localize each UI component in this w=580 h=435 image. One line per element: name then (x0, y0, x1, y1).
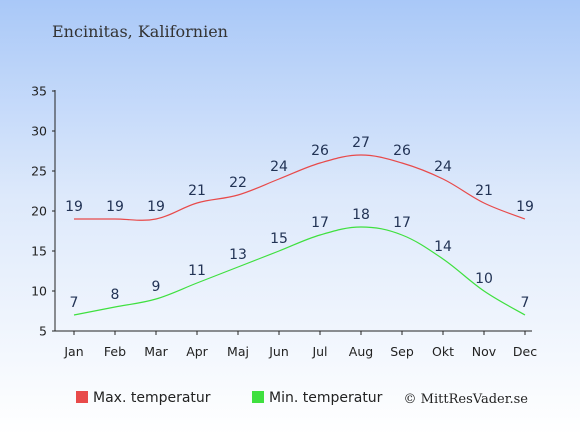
y-tick-label: 20 (31, 204, 47, 219)
x-tick-label: Jul (311, 344, 327, 359)
data-label: 18 (352, 207, 370, 223)
x-tick-label: Nov (472, 344, 497, 359)
chart-title: Encinitas, Kalifornien (52, 22, 228, 41)
data-label: 24 (270, 159, 288, 175)
data-label: 19 (147, 199, 165, 215)
y-tick-label: 15 (31, 244, 47, 259)
x-tick-label: Dec (513, 344, 537, 359)
data-label: 21 (188, 183, 206, 199)
x-tick-label: Maj (227, 344, 249, 359)
y-tick-label: 35 (31, 84, 47, 99)
data-label: 19 (106, 199, 124, 215)
x-tick-label: Sep (390, 344, 414, 359)
data-label: 13 (229, 247, 247, 263)
axes: 5 10 15 20 25 30 35 Jan Feb Mar Apr Maj Jun Jul Aug Sep… (31, 84, 537, 360)
data-label: 7 (70, 295, 79, 311)
x-tick-label: Apr (186, 344, 208, 359)
data-label: 11 (188, 263, 206, 279)
copyright-credit: © MittResVader.se (404, 392, 529, 407)
legend-label: Min. temperatur (269, 390, 383, 406)
series-layer: 19 19 19 21 22 24 26 27 26 24 21 19 7 8 9 11 13 15 17 18 17 1… (65, 135, 534, 316)
series-line-max (73, 154, 526, 221)
data-label: 9 (152, 279, 161, 295)
legend-swatch (76, 391, 88, 403)
data-label: 17 (393, 215, 411, 231)
data-label: 17 (311, 215, 329, 231)
data-label: 8 (111, 287, 120, 303)
data-label: 26 (393, 143, 411, 159)
x-tick-label: Jan (63, 344, 83, 359)
y-tick-label: 5 (39, 324, 47, 339)
data-label: 10 (475, 271, 493, 287)
data-label: 26 (311, 143, 329, 159)
x-tick-label: Mar (144, 344, 168, 359)
legend: Max. temperatur Min. temperatur (76, 390, 383, 406)
data-label: 27 (352, 135, 370, 151)
x-tick-label: Jun (268, 344, 289, 359)
data-label: 7 (521, 295, 530, 311)
data-label: 14 (434, 239, 452, 255)
x-tick-label: Aug (349, 344, 373, 359)
legend-swatch (252, 391, 264, 403)
x-tick-label: Feb (104, 344, 126, 359)
data-label: 15 (270, 231, 288, 247)
data-label: 22 (229, 175, 247, 191)
series-line-min (73, 226, 526, 316)
y-tick-label: 10 (31, 284, 47, 299)
x-tick-label: Okt (432, 344, 454, 359)
data-label: 21 (475, 183, 493, 199)
data-label: 19 (516, 199, 534, 215)
legend-label: Max. temperatur (93, 390, 211, 406)
data-label: 24 (434, 159, 452, 175)
data-label: 19 (65, 199, 83, 215)
y-tick-label: 30 (31, 124, 47, 139)
y-tick-label: 25 (31, 164, 47, 179)
